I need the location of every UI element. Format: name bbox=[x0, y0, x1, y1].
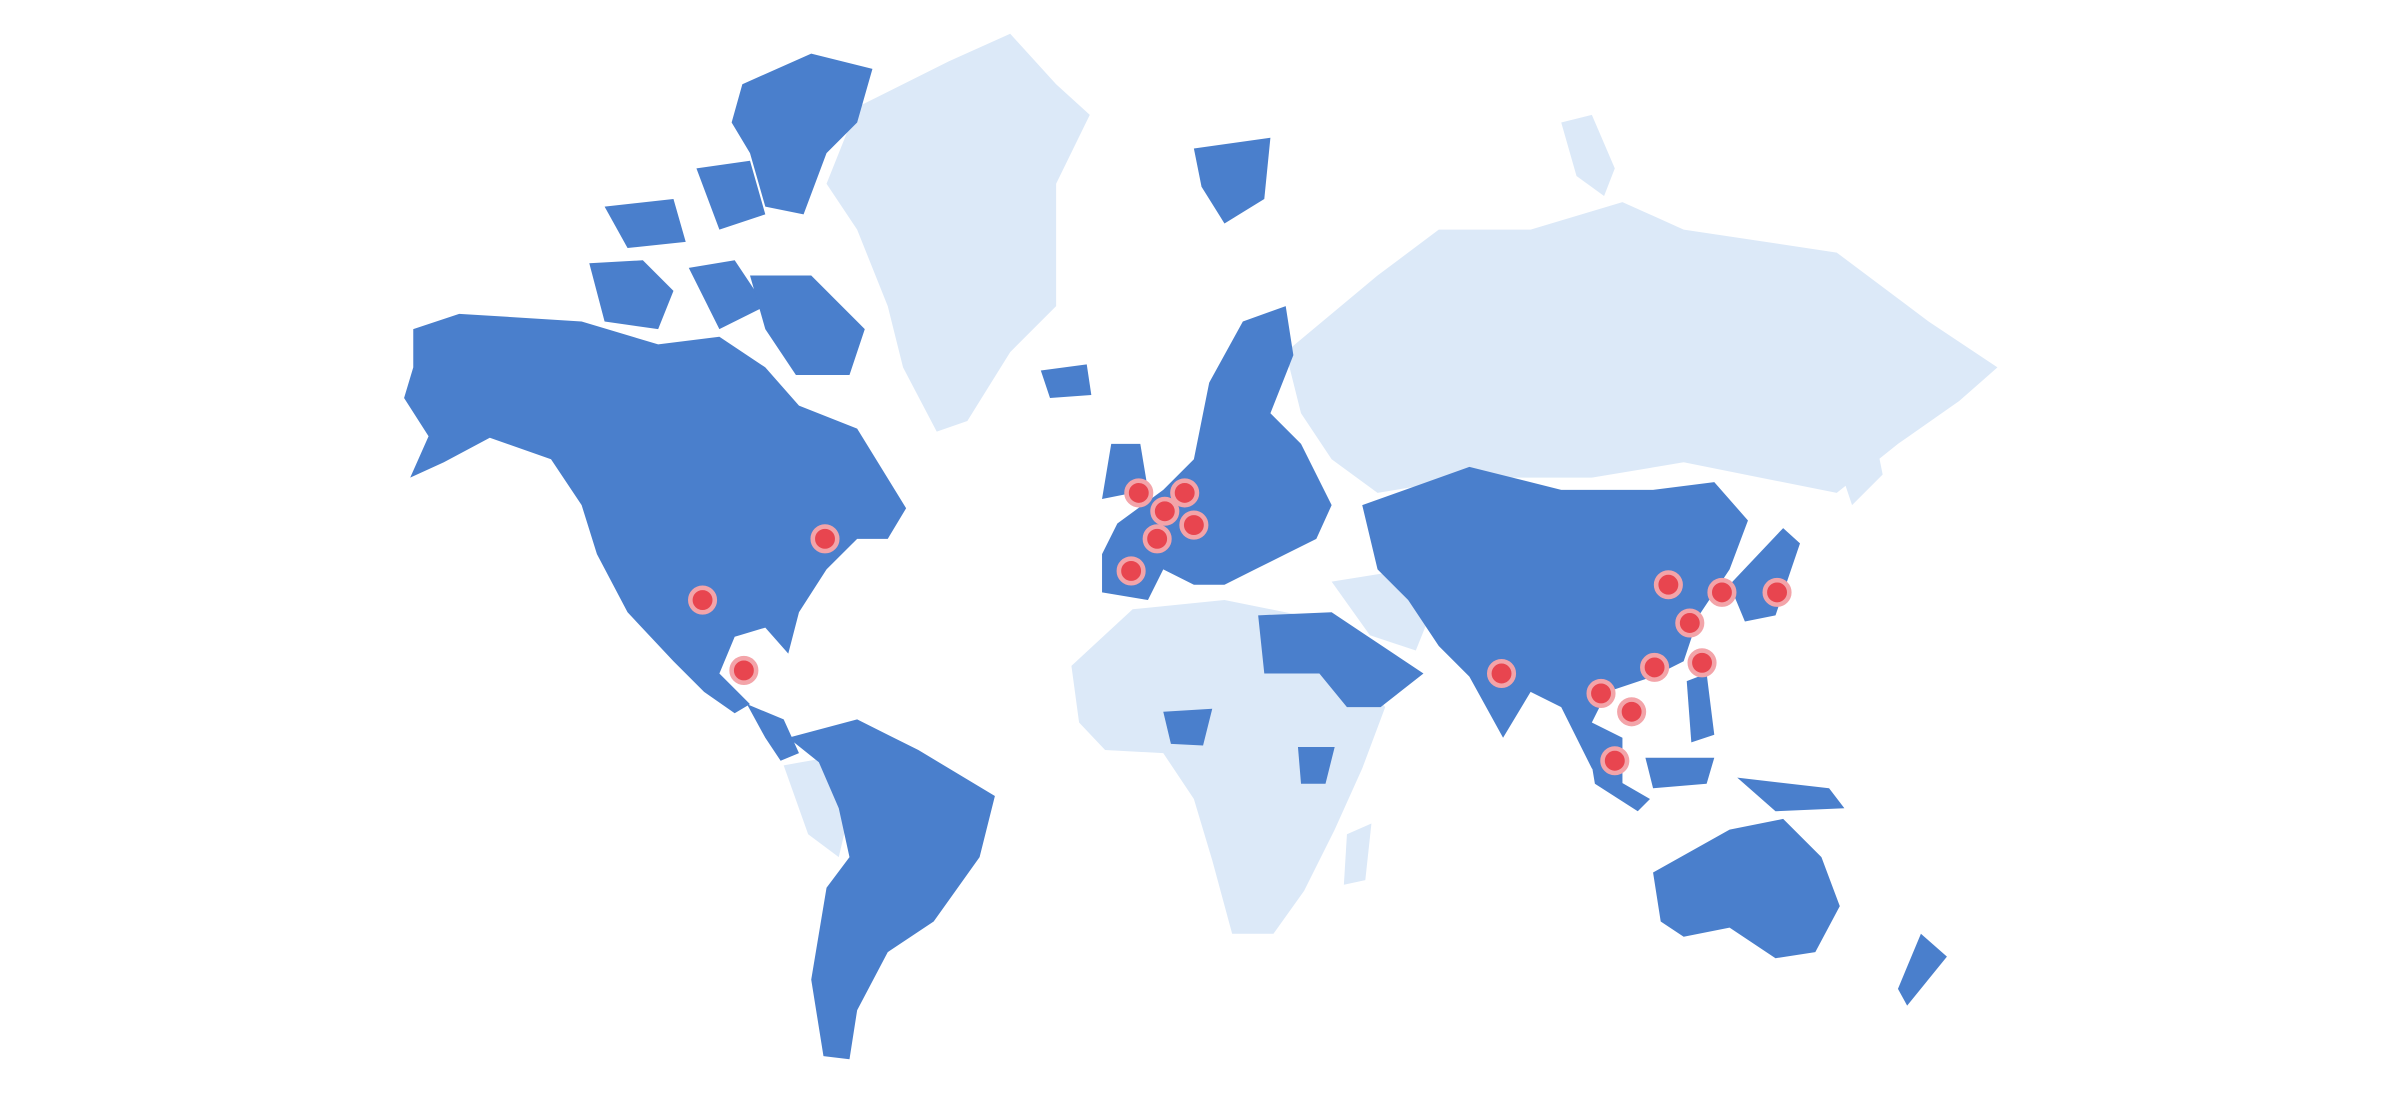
arctic-islands-3 bbox=[688, 260, 766, 330]
arctic-islands-6 bbox=[696, 160, 766, 230]
greenland bbox=[826, 33, 1090, 432]
middle-east bbox=[1258, 612, 1424, 708]
marker[interactable] bbox=[1586, 678, 1616, 708]
marker[interactable] bbox=[729, 655, 759, 685]
philippines bbox=[1686, 673, 1715, 743]
arctic-islands-1 bbox=[731, 53, 873, 215]
novaya-zemlya bbox=[1561, 114, 1615, 196]
marker[interactable] bbox=[1675, 608, 1705, 638]
marker[interactable] bbox=[1640, 652, 1670, 682]
svalbard bbox=[1193, 137, 1271, 224]
location-markers bbox=[688, 478, 1792, 776]
marker[interactable] bbox=[1124, 478, 1154, 508]
marker[interactable] bbox=[1150, 496, 1180, 526]
indonesia-1 bbox=[1591, 765, 1650, 812]
marker[interactable] bbox=[1707, 577, 1737, 607]
marker[interactable] bbox=[1116, 556, 1146, 586]
arctic-islands-4 bbox=[750, 275, 865, 376]
south-america bbox=[788, 719, 995, 1060]
arctic-islands-2 bbox=[589, 260, 674, 330]
madagascar bbox=[1343, 823, 1372, 885]
new-guinea bbox=[1737, 777, 1845, 812]
australia bbox=[1653, 818, 1840, 959]
land-dark bbox=[404, 53, 1947, 1060]
marker[interactable] bbox=[1486, 658, 1517, 689]
central-america bbox=[746, 704, 799, 761]
land-light bbox=[783, 33, 1998, 934]
marker[interactable] bbox=[1142, 524, 1172, 554]
marker[interactable] bbox=[1179, 510, 1209, 540]
marker[interactable] bbox=[810, 524, 840, 554]
marker[interactable] bbox=[1170, 478, 1200, 508]
new-zealand bbox=[1897, 933, 1947, 1006]
iceland bbox=[1040, 364, 1092, 398]
nigeria bbox=[1163, 708, 1213, 746]
marker[interactable] bbox=[1600, 746, 1630, 776]
africa bbox=[1071, 600, 1386, 934]
japan bbox=[1729, 528, 1800, 622]
arctic-islands-5 bbox=[604, 199, 686, 248]
kenya bbox=[1297, 746, 1335, 784]
marker[interactable] bbox=[1687, 648, 1717, 678]
marker[interactable] bbox=[1617, 697, 1647, 727]
kamchatka bbox=[1836, 436, 1883, 506]
marker[interactable] bbox=[1653, 570, 1683, 600]
marker[interactable] bbox=[1762, 577, 1792, 607]
marker[interactable] bbox=[688, 585, 718, 615]
russia bbox=[1285, 202, 1998, 493]
indonesia-2 bbox=[1645, 757, 1715, 789]
asia bbox=[1362, 466, 1748, 800]
north-america bbox=[404, 313, 907, 714]
